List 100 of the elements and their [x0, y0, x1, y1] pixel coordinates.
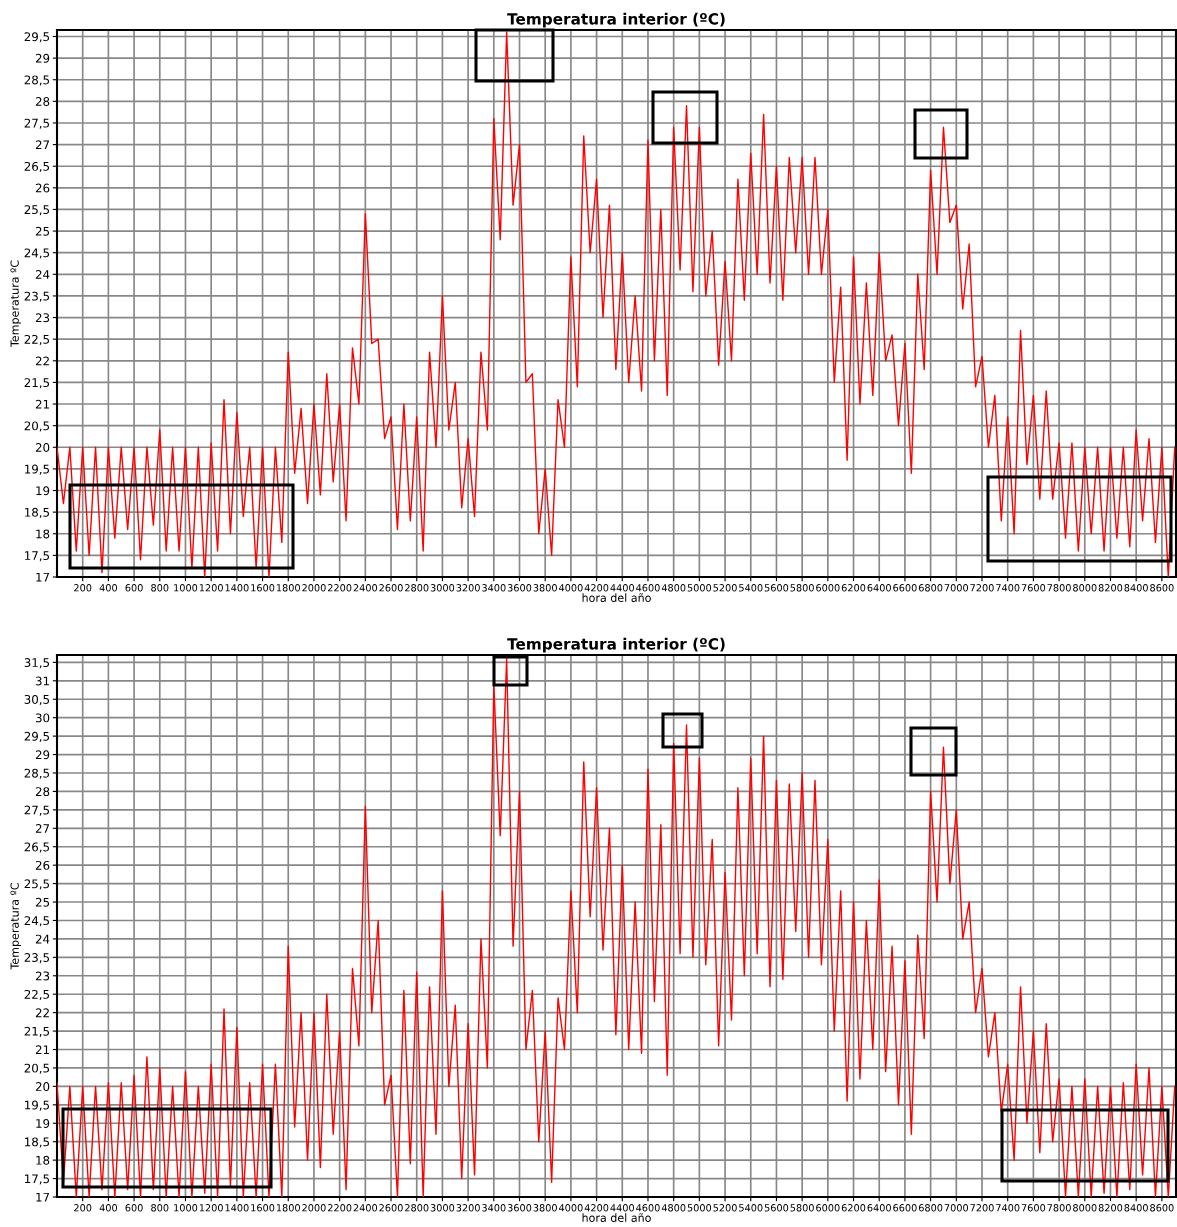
x-tick-label: 3600: [507, 584, 532, 592]
y-tick-label: 19,5: [25, 1100, 50, 1111]
y-tick-label: 29,5: [24, 32, 50, 43]
y-tick-label: 24: [35, 934, 50, 944]
y-tick-label: 18,5: [25, 1137, 50, 1148]
y-tick-label: 21,5: [24, 378, 50, 389]
x-tick-label: 6200: [841, 584, 866, 592]
x-tick-label: 2600: [379, 584, 403, 592]
y-tick-label: 18: [36, 1155, 50, 1165]
y-tick-label: 21,5: [24, 1026, 50, 1037]
y-tick-label: 22: [35, 1008, 49, 1018]
y-axis-title: Temperatura ºC: [10, 260, 21, 348]
x-tick-label: 8200: [1098, 584, 1123, 592]
x-tick-label: 4000: [559, 584, 583, 592]
x-tick-label: 5400: [739, 584, 763, 592]
y-tick-label: 22,5: [24, 334, 50, 346]
x-tick-label: 400: [99, 1204, 118, 1212]
x-tick-label: 7400: [996, 584, 1020, 592]
y-tick-label: 28,5: [24, 75, 50, 86]
y-tick-label: 27: [35, 140, 50, 150]
x-tick-label: 5200: [713, 1204, 737, 1212]
y-tick-label: 23,5: [24, 953, 50, 964]
y-tick-label: 22: [35, 356, 49, 366]
x-tick-label: 800: [151, 1204, 169, 1212]
x-tick-label: 5000: [687, 584, 712, 592]
x-tick-label: 200: [74, 584, 92, 592]
x-tick-label: 7800: [1047, 1204, 1071, 1212]
y-tick-label: 31,5: [24, 658, 50, 669]
y-tick-label: 24: [35, 270, 50, 279]
y-tick-label: 17,5: [25, 551, 50, 562]
y-tick-label: 28: [35, 787, 50, 797]
y-tick-label: 30: [35, 713, 50, 723]
y-tick-label: 28: [35, 97, 50, 106]
y-tick-label: 26,5: [24, 842, 50, 853]
x-tick-label: 5200: [713, 584, 737, 592]
x-tick-label: 2800: [405, 584, 429, 592]
x-tick-label: 4400: [610, 1204, 635, 1212]
x-tick-label: 3200: [456, 1204, 480, 1212]
x-tick-label: 8000: [1073, 584, 1097, 592]
y-tick-label: 21: [35, 1045, 49, 1054]
y-tick-label: 27,5: [24, 805, 50, 816]
x-tick-label: 2200: [327, 1204, 352, 1212]
y-tick-label: 30,5: [24, 694, 50, 706]
x-tick-label: 4200: [584, 1204, 609, 1212]
x-tick-label: 3800: [533, 1204, 557, 1212]
x-tick-label: 8600: [1150, 584, 1174, 592]
x-tick-label: 6400: [867, 584, 891, 592]
x-tick-label: 6600: [893, 1204, 917, 1212]
x-tick-label: 6400: [867, 1204, 891, 1212]
x-tick-label: 2000: [302, 584, 326, 592]
y-tick-label: 24,5: [24, 248, 50, 259]
y-tick-label: 22,5: [24, 989, 50, 1001]
x-tick-label: 200: [74, 1204, 92, 1212]
x-tick-label: 7600: [1021, 584, 1046, 592]
x-tick-label: 2400: [353, 584, 378, 592]
x-tick-label: 5000: [687, 1204, 712, 1212]
y-tick-label: 19: [36, 1118, 50, 1128]
x-tick-label: 8400: [1124, 1204, 1148, 1212]
x-tick-label: 1000: [174, 1204, 198, 1212]
y-tick-label: 20,5: [24, 421, 50, 432]
y-tick-label: 20: [35, 1082, 50, 1092]
x-tick-label: 5600: [764, 1204, 789, 1212]
x-tick-label: 4000: [559, 1204, 583, 1212]
x-tick-label: 7000: [944, 1204, 969, 1212]
x-tick-label: 7200: [970, 584, 994, 592]
y-tick-label: 23,5: [24, 291, 50, 302]
x-tick-label: 3400: [482, 1204, 506, 1212]
y-tick-label: 19: [36, 486, 50, 496]
y-tick-label: 18,5: [25, 507, 50, 518]
y-tick-label: 31: [35, 676, 49, 686]
y-tick-label: 29: [35, 750, 50, 760]
y-tick-label: 19,5: [25, 464, 50, 475]
x-tick-label: 1400: [225, 584, 249, 592]
x-tick-label: 8600: [1150, 1204, 1174, 1212]
y-tick-label: 20: [35, 443, 50, 452]
y-tick-label: 24,5: [24, 916, 50, 927]
x-tick-label: 1200: [199, 584, 223, 592]
x-tick-label: 6000: [816, 584, 840, 592]
x-tick-label: 3800: [533, 584, 557, 592]
x-tick-label: 8000: [1073, 1204, 1097, 1212]
x-tick-label: 7800: [1047, 584, 1071, 592]
x-tick-label: 2200: [327, 584, 352, 592]
x-tick-label: 600: [125, 1204, 143, 1212]
x-tick-label: 6000: [816, 1204, 840, 1212]
x-tick-label: 600: [125, 584, 143, 592]
x-tick-label: 5400: [739, 1204, 763, 1212]
y-tick-label: 20,5: [24, 1063, 50, 1074]
x-tick-label: 6800: [918, 584, 943, 592]
x-tick-label: 5800: [790, 584, 814, 592]
y-tick-label: 17,5: [25, 1174, 50, 1185]
x-tick-label: 4800: [661, 1204, 686, 1212]
x-tick-label: 2600: [379, 1204, 403, 1212]
x-tick-label: 5600: [764, 584, 789, 592]
x-tick-label: 7400: [996, 1204, 1020, 1212]
y-tick-label: 26,5: [24, 161, 50, 173]
y-tick-label: 17: [36, 572, 50, 582]
x-tick-label: 1800: [276, 584, 300, 592]
y-tick-label: 29,5: [24, 731, 50, 742]
x-tick-label: 6200: [841, 1204, 866, 1212]
x-tick-label: 800: [151, 584, 169, 592]
